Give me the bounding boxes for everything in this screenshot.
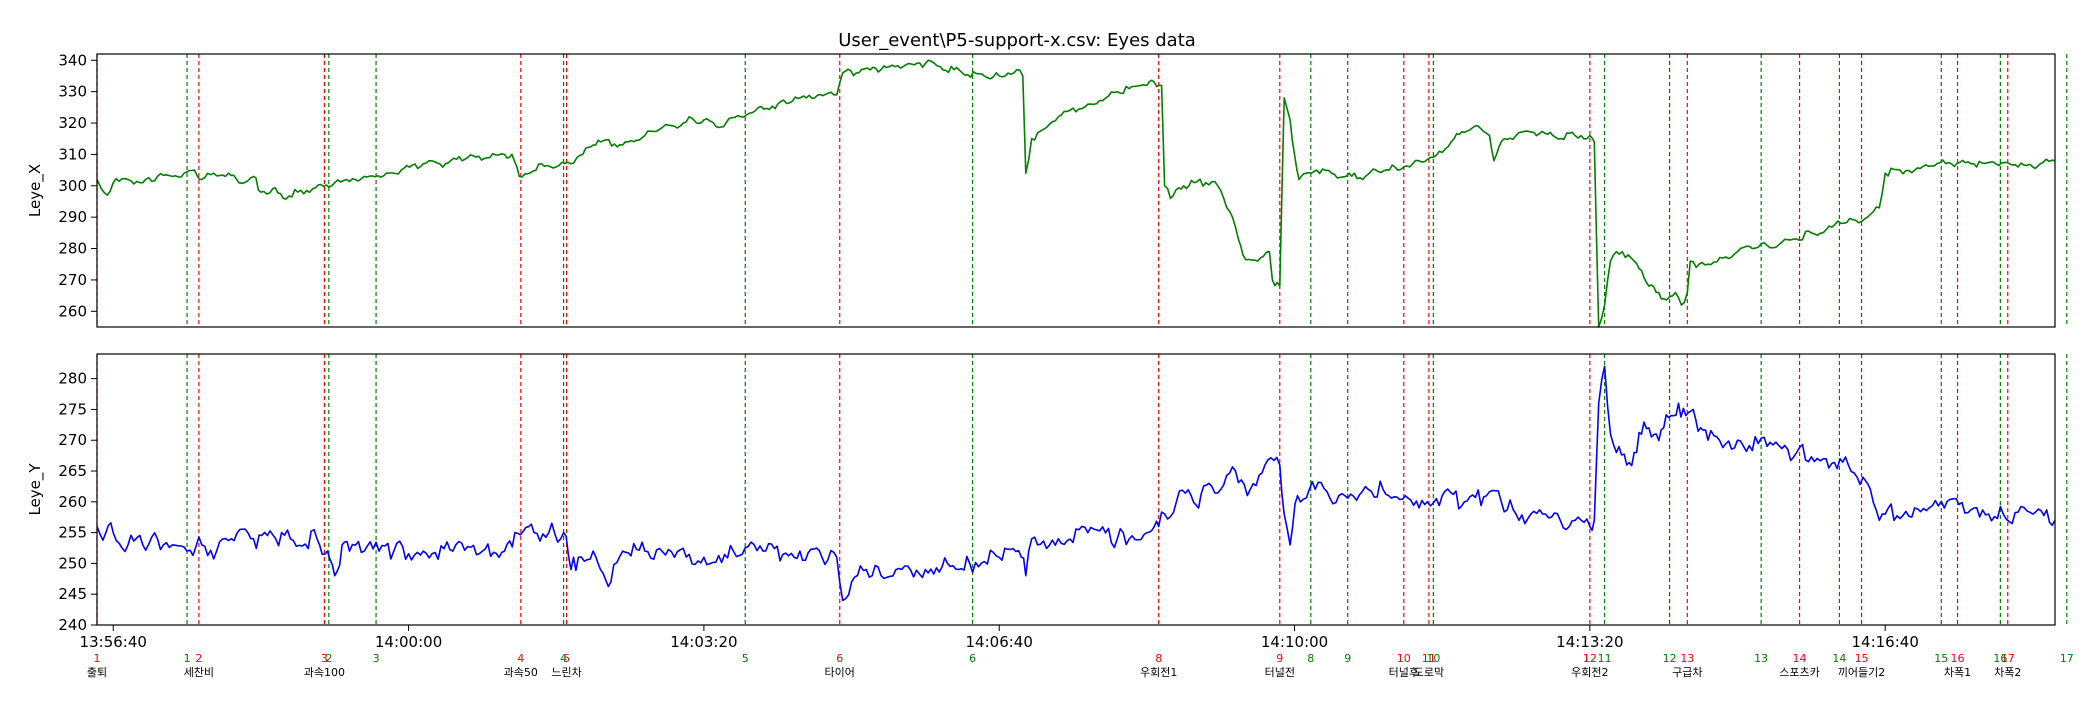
y-tick-label: 330 [58, 83, 87, 101]
y-tick-label: 280 [58, 240, 87, 258]
red-event-number: 9 [1276, 652, 1283, 665]
y-tick-label: 255 [58, 524, 87, 542]
red-event-number: 5 [563, 652, 570, 665]
event-name-label: 느린차 [551, 666, 581, 679]
leye-x-series-line [96, 59, 2056, 328]
y-tick-label: 270 [58, 431, 87, 449]
panel-frame [96, 353, 2056, 626]
x-tick-label: 14:10:00 [1261, 633, 1328, 651]
y-tick-label: 310 [58, 145, 87, 163]
red-event-number: 2 [195, 652, 202, 665]
green-event-number: 16 [1993, 652, 2007, 665]
x-tick-label: 14:00:00 [375, 633, 442, 651]
red-event-number: 6 [836, 652, 843, 665]
green-event-number: 10 [1426, 652, 1440, 665]
leye-y-series-line [96, 365, 2056, 602]
red-event-number: 1 [94, 652, 101, 665]
event-name-label: 스포츠카 [1779, 666, 1819, 679]
red-event-number: 11 [1422, 652, 1436, 665]
panel-frame [96, 53, 2056, 328]
green-event-number: 1 [184, 652, 191, 665]
event-name-label: 터널후 [1389, 666, 1419, 679]
y-axis-label: Leye_X [26, 164, 45, 217]
y-tick-label: 290 [58, 208, 87, 226]
event-name-label: 도로막 [1414, 666, 1444, 679]
green-event-number: 15 [1934, 652, 1948, 665]
y-tick-label: 280 [58, 370, 87, 388]
chart-title: User_event\P5-support-x.csv: Eyes data [838, 30, 1196, 51]
green-event-number: 5 [742, 652, 749, 665]
red-event-number: 4 [517, 652, 524, 665]
event-name-label: 우회전2 [1571, 666, 1608, 679]
y-tick-label: 320 [58, 114, 87, 132]
red-event-number: 17 [2001, 652, 2015, 665]
y-tick-label: 265 [58, 462, 87, 480]
event-name-label: 끼어들기2 [1838, 666, 1885, 679]
x-tick-label: 14:16:40 [1852, 633, 1919, 651]
event-name-label: 세찬비 [184, 665, 214, 679]
event-name-label: 출퇴 [87, 666, 107, 679]
green-event-number: 11 [1598, 652, 1612, 665]
red-event-number: 14 [1793, 652, 1807, 665]
x-tick-label: 14:13:20 [1556, 633, 1623, 651]
y-axis-label: Leye_Y [26, 463, 45, 516]
x-tick-label: 14:03:20 [670, 633, 737, 651]
event-name-label: 과속100 [304, 666, 345, 679]
green-event-number: 14 [1832, 652, 1846, 665]
red-event-number: 8 [1155, 652, 1162, 665]
green-event-number: 4 [560, 652, 567, 665]
event-name-label: 터널전 [1265, 666, 1295, 679]
y-tick-label: 240 [58, 616, 87, 634]
green-event-number: 9 [1344, 652, 1351, 665]
y-tick-label: 260 [58, 302, 87, 320]
x-tick-label: 13:56:40 [80, 633, 147, 651]
green-event-number: 17 [2060, 652, 2074, 665]
event-name-label: 차폭1 [1944, 666, 1971, 679]
green-event-number: 12 [1663, 652, 1677, 665]
y-tick-label: 250 [58, 554, 87, 572]
green-event-number: 6 [969, 652, 976, 665]
x-tick-label: 14:06:40 [966, 633, 1033, 651]
green-event-number: 2 [325, 652, 332, 665]
red-event-number: 13 [1680, 652, 1694, 665]
red-event-number: 10 [1397, 652, 1411, 665]
y-tick-label: 245 [58, 585, 87, 603]
red-event-number: 16 [1951, 652, 1965, 665]
y-tick-label: 270 [58, 271, 87, 289]
event-name-label: 타이어 [825, 666, 855, 679]
red-event-number: 12 [1583, 652, 1597, 665]
event-name-label: 과속50 [504, 666, 538, 679]
y-tick-label: 300 [58, 177, 87, 195]
y-tick-label: 275 [58, 400, 87, 418]
y-tick-label: 340 [58, 51, 87, 69]
green-event-number: 3 [373, 652, 380, 665]
event-name-label: 우회전1 [1140, 666, 1177, 679]
green-event-number: 8 [1307, 652, 1314, 665]
green-event-number: 13 [1754, 652, 1768, 665]
event-name-label: 구급차 [1672, 666, 1702, 679]
red-event-number: 15 [1855, 652, 1869, 665]
event-name-label: 차폭2 [1994, 666, 2021, 679]
y-tick-label: 260 [58, 493, 87, 511]
red-event-number: 3 [321, 652, 328, 665]
